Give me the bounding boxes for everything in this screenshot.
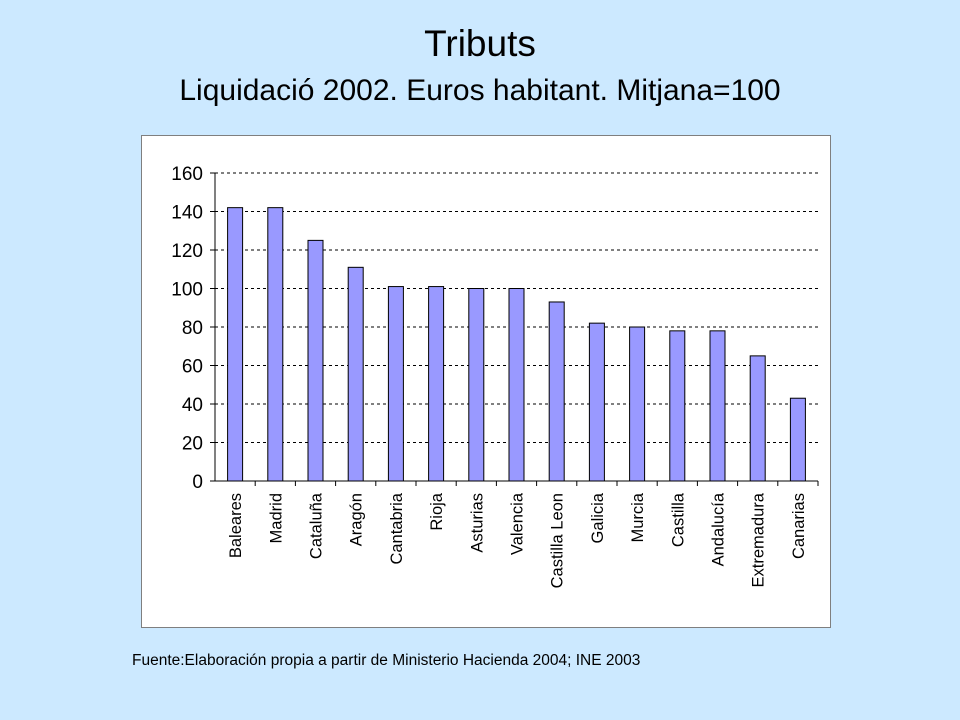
x-tick-label: Canarias	[790, 493, 808, 559]
y-tick-label: 40	[182, 395, 203, 416]
bar	[749, 355, 766, 482]
bar	[588, 322, 605, 482]
bar	[508, 288, 525, 482]
y-tick-label: 160	[171, 164, 203, 185]
chart-title-block: Tributs Liquidació 2002. Euros habitant.…	[0, 22, 960, 110]
x-tick-label: Cantabria	[388, 492, 406, 564]
x-tick-label: Baleares	[227, 493, 245, 558]
x-tick-label: Asturias	[468, 493, 486, 553]
x-tick-label: Extremadura	[750, 492, 768, 587]
bar	[789, 397, 806, 482]
bar	[468, 288, 485, 482]
x-tick-label: Valencia	[509, 492, 527, 555]
x-tick-label: Galicia	[589, 492, 607, 543]
y-tick-label: 140	[171, 203, 203, 224]
x-tick-label: Castilla	[669, 492, 687, 547]
chart-subtitle: Liquidació 2002. Euros habitant. Mitjana…	[179, 74, 781, 107]
y-tick-label: 20	[182, 434, 203, 455]
x-tick-label: Aragón	[348, 493, 366, 546]
y-tick-label: 100	[171, 280, 203, 301]
bar	[267, 207, 284, 482]
y-tick-label: 120	[171, 241, 203, 262]
x-tick-label: Castilla Leon	[549, 493, 567, 588]
x-tick-label: Rioja	[428, 492, 446, 530]
source-note: Fuente:Elaboración propia a partir de Mi…	[132, 652, 641, 669]
bar	[347, 266, 364, 482]
chart-title: Tributs	[424, 23, 536, 64]
x-tick-label: Murcia	[629, 492, 647, 542]
x-tick-label: Andalucía	[710, 492, 728, 566]
bar	[428, 286, 445, 482]
bar	[669, 330, 686, 482]
bar	[227, 207, 244, 482]
x-tick-label: Madrid	[267, 493, 285, 543]
bar	[629, 326, 646, 482]
x-tick-label: Cataluña	[308, 492, 326, 559]
bar	[548, 301, 565, 482]
y-tick-label: 80	[182, 318, 203, 339]
bar	[709, 330, 726, 482]
y-tick-label: 60	[182, 357, 203, 378]
y-tick-label: 0	[192, 472, 203, 493]
bar	[387, 286, 404, 482]
bar	[307, 239, 324, 482]
